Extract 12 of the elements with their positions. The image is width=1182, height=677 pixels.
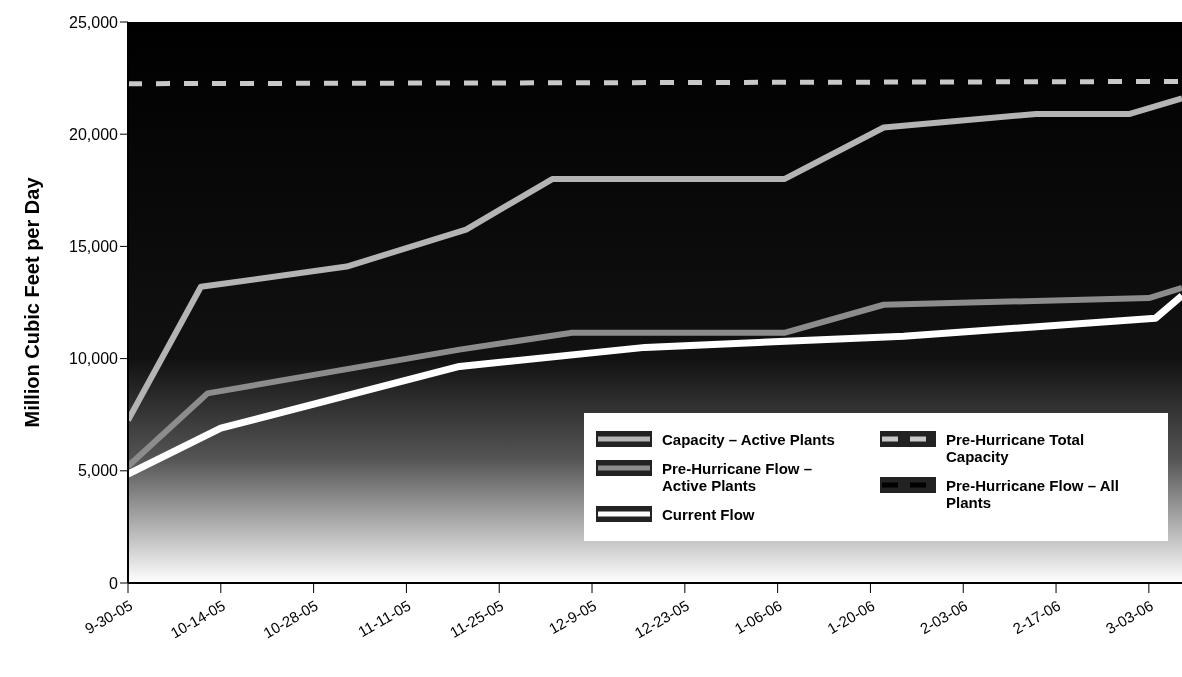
y-tick-label: 15,000 bbox=[69, 238, 119, 256]
legend-label: Capacity – Active Plants bbox=[662, 431, 836, 448]
y-tick-label: 5,000 bbox=[77, 462, 119, 480]
y-tick-label: 25,000 bbox=[69, 13, 119, 31]
y-axis-title: Million Cubic Feet per Day bbox=[21, 176, 44, 428]
legend-label: Pre-Hurricane Flow – Active Plants bbox=[662, 460, 814, 494]
legend-label: Pre-Hurricane Total Capacity bbox=[946, 431, 1086, 465]
y-tick-label: 20,000 bbox=[69, 125, 119, 143]
legend-label: Current Flow bbox=[662, 506, 756, 523]
y-tick-label: 0 bbox=[109, 574, 119, 592]
legend-label: Pre-Hurricane Flow – All Plants bbox=[946, 477, 1120, 511]
y-tick-label: 10,000 bbox=[69, 350, 119, 368]
